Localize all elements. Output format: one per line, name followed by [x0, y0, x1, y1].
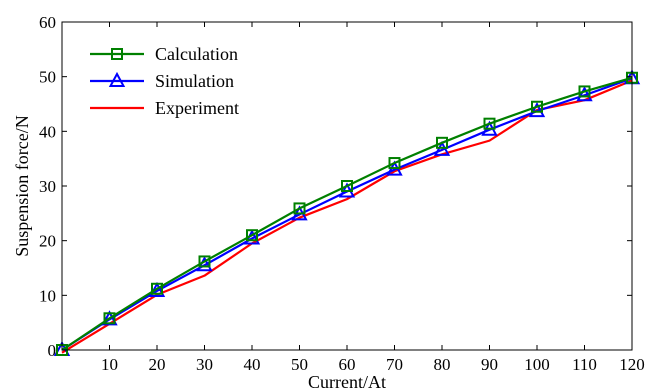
- legend-marker-simulation: [108, 71, 126, 87]
- x-tick-label: 120: [619, 355, 645, 374]
- y-tick-label: 10: [39, 286, 56, 305]
- data-point-calculation: [436, 136, 448, 149]
- x-tick-label: 60: [339, 355, 356, 374]
- y-tick-label: 40: [39, 122, 56, 141]
- y-tick-label: 60: [39, 13, 56, 32]
- x-tick-label: 40: [244, 355, 261, 374]
- y-tick-label: 30: [39, 177, 56, 196]
- data-point-calculation: [531, 100, 543, 113]
- data-point-simulation: [528, 102, 546, 118]
- data-point-calculation: [151, 282, 163, 295]
- legend: Calculation Simulation Experiment: [90, 44, 239, 118]
- series-line-calculation: [61, 76, 633, 351]
- data-point-calculation: [388, 157, 401, 170]
- y-tick-label: 0: [48, 341, 57, 360]
- legend-label-simulation: Simulation: [155, 71, 234, 91]
- legend-label-experiment: Experiment: [155, 98, 239, 118]
- x-tick-label: 30: [196, 355, 213, 374]
- y-tick-label: 20: [39, 232, 56, 251]
- data-point-simulation: [576, 86, 593, 102]
- x-tick-label: 100: [524, 355, 550, 374]
- data-point-calculation: [483, 117, 496, 130]
- legend-marker-calculation: [111, 48, 123, 60]
- data-point-calculation: [103, 312, 116, 325]
- x-tick-label: 110: [572, 355, 597, 374]
- x-tick-label: 50: [291, 355, 308, 374]
- data-point-simulation: [101, 310, 118, 326]
- x-tick-label: 90: [481, 355, 498, 374]
- x-axis-label: Current/At: [308, 372, 386, 392]
- x-tick-label: 80: [434, 355, 451, 374]
- data-point-simulation: [433, 140, 451, 156]
- x-tick-label: 20: [149, 355, 166, 374]
- series-calculation: [56, 71, 638, 356]
- series-layer: [53, 69, 641, 356]
- y-tick-label: 50: [39, 68, 56, 87]
- data-point-calculation: [293, 202, 306, 215]
- legend-label-calculation: Calculation: [155, 44, 238, 64]
- ticks-layer: 10 20 30 40 50 60 70 80 90 100 110 120 0 10 20 30 40 50 60: [39, 13, 645, 374]
- y-axis-label: Suspension force/N: [12, 115, 32, 256]
- data-point-calculation: [578, 85, 591, 98]
- data-point-calculation: [341, 180, 353, 192]
- data-point-calculation: [246, 229, 258, 242]
- data-point-calculation: [198, 255, 211, 268]
- x-tick-label: 70: [386, 355, 403, 374]
- x-tick-label: 10: [101, 355, 118, 374]
